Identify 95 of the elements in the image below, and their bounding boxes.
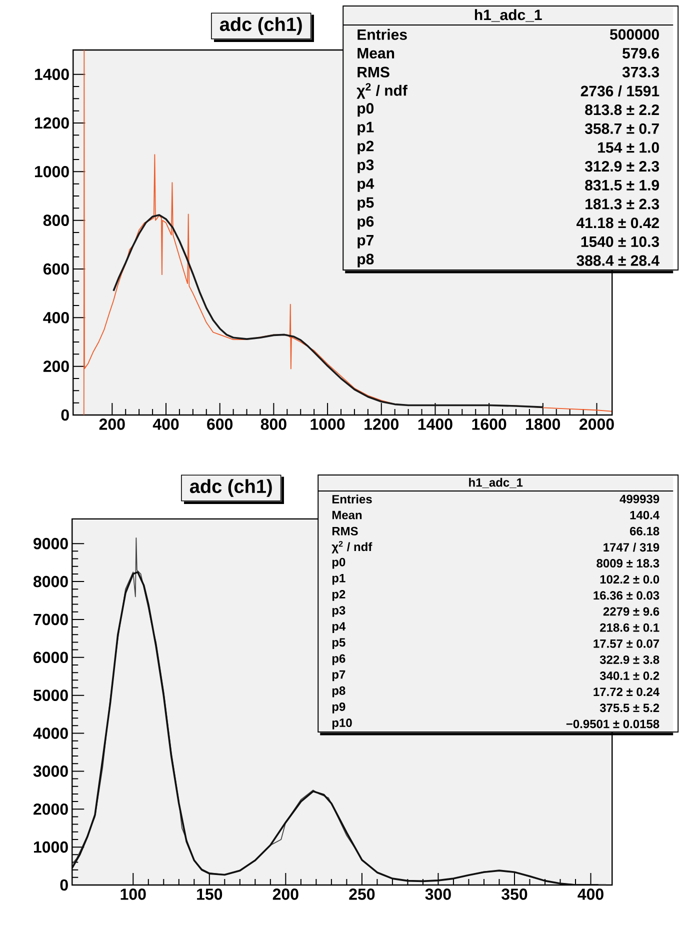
text: Entries xyxy=(358,28,408,40)
annotation: p5 xyxy=(332,638,346,650)
y-tick-label: 7000 xyxy=(34,614,68,626)
text: h1_adc_1 xyxy=(475,9,542,22)
y-tick-label: 4000 xyxy=(33,728,68,739)
y-tick-label: 0 xyxy=(60,879,68,891)
annotation: p3 xyxy=(332,606,346,617)
y-tick-label: 0 xyxy=(61,409,70,421)
annotation: 41.18 ± 0.42 xyxy=(576,218,660,228)
annotation: p0 xyxy=(332,558,346,569)
text: 579.6 xyxy=(622,48,660,59)
chart-title: adc (ch1) xyxy=(220,17,302,35)
annotation: 312.9 ± 2.3 xyxy=(585,161,660,172)
x-tick-label: 1600 xyxy=(472,418,506,430)
y-tick-label: 1400 xyxy=(35,68,70,80)
annotation: 813.8 ± 2.2 xyxy=(585,104,660,116)
annotation: 388.4 ± 28.4 xyxy=(576,255,660,266)
annotation: p4 xyxy=(332,622,346,633)
annotation: 1540 ± 10.3 xyxy=(582,236,660,248)
annotation: 340.1 ± 0.2 xyxy=(600,672,660,680)
annotation: p6 xyxy=(332,654,346,666)
y-tick-label: 1200 xyxy=(35,117,70,129)
text: 373.3 xyxy=(622,66,660,78)
x-tick-label: 300 xyxy=(425,888,452,900)
annotation: 1747 / 319 xyxy=(604,542,660,552)
y-tick-label: 9000 xyxy=(34,538,68,550)
x-tick-label: 2000 xyxy=(580,418,614,430)
x-tick-label: 100 xyxy=(120,888,146,900)
annotation: 17.57 ± 0.07 xyxy=(594,639,660,648)
y-tick-label: 600 xyxy=(44,263,70,275)
y-tick-label: 400 xyxy=(43,312,70,324)
annotation: 375.5 ± 5.2 xyxy=(600,704,660,712)
y-tick-label: 6000 xyxy=(34,652,68,664)
annotation: 17.72 ± 0.24 xyxy=(594,688,660,696)
annotation: p7 xyxy=(358,235,374,248)
annotation: 154 ± 1.0 xyxy=(598,142,660,153)
y-tick-label: 1000 xyxy=(34,841,68,853)
text: 66.18 xyxy=(630,526,660,536)
annotation: p1 xyxy=(332,574,346,585)
annotation: 2279 ± 9.6 xyxy=(604,607,660,616)
annotation: 102.2 ± 0.0 xyxy=(600,575,660,584)
annotation: p2 xyxy=(332,590,346,601)
y-tick-label: 3000 xyxy=(34,766,68,777)
y-tick-label: 5000 xyxy=(34,690,68,701)
text: 140.4 xyxy=(630,510,660,520)
annotation: p8 xyxy=(358,254,374,268)
annotation: 358.7 ± 0.7 xyxy=(585,123,660,134)
text: Entries xyxy=(332,494,372,504)
x-tick-label: 1200 xyxy=(364,418,399,430)
annotation: p10 xyxy=(332,718,352,730)
x-tick-label: 400 xyxy=(578,888,604,900)
annotation: 2736 / 1591 xyxy=(581,85,660,97)
y-tick-label: 800 xyxy=(44,214,70,226)
annotation: p1 xyxy=(358,122,374,136)
x-tick-label: 600 xyxy=(207,418,233,430)
annotation: 181.3 ± 2.3 xyxy=(586,198,660,210)
annotation: 831.5 ± 1.9 xyxy=(585,180,660,191)
annotation: 218.6 ± 0.1 xyxy=(600,623,660,632)
annotation: Mean xyxy=(332,510,362,520)
y-tick-label: 1000 xyxy=(35,166,70,178)
y-tick-label: 2000 xyxy=(34,803,68,815)
annotation: χ$^{2}$ / ndf xyxy=(332,541,372,554)
x-tick-label: 350 xyxy=(502,888,528,900)
annotation: p3 xyxy=(358,160,374,174)
chart-title: adc (ch1) xyxy=(190,479,272,497)
annotation: p0 xyxy=(358,103,374,117)
annotation: −0.9501 ± 0.0158 xyxy=(566,720,660,728)
x-tick-label: 1000 xyxy=(310,418,345,430)
annotation: RMS xyxy=(332,526,358,536)
text: h1_adc_1 xyxy=(469,478,523,488)
annotation: RMS xyxy=(358,66,390,78)
x-tick-label: 400 xyxy=(153,418,179,430)
x-tick-label: 1800 xyxy=(526,418,560,430)
annotation: p9 xyxy=(332,702,346,714)
x-tick-label: 150 xyxy=(197,888,222,900)
x-tick-label: 800 xyxy=(261,418,287,430)
annotation: p8 xyxy=(332,686,346,698)
annotation: Mean xyxy=(358,48,394,58)
annotation: 322.9 ± 3.8 xyxy=(600,655,660,664)
annotation: 8009 ± 18.3 xyxy=(596,559,660,568)
annotation: p2 xyxy=(358,140,374,154)
x-tick-label: 200 xyxy=(100,418,126,430)
annotation: p4 xyxy=(358,178,374,192)
text: 500000 xyxy=(610,29,660,40)
x-tick-label: 1400 xyxy=(418,418,453,430)
x-tick-label: 250 xyxy=(349,888,375,900)
annotation: χ$^{2}$ / ndf xyxy=(356,83,408,99)
annotation: 16.36 ± 0.03 xyxy=(594,591,660,600)
annotation: p6 xyxy=(358,216,374,230)
annotation: p5 xyxy=(358,197,374,211)
annotation: p7 xyxy=(332,670,346,682)
y-tick-label: 8000 xyxy=(34,576,68,588)
x-tick-label: 200 xyxy=(273,888,299,900)
y-tick-label: 200 xyxy=(44,360,70,372)
text: 499939 xyxy=(620,494,660,504)
